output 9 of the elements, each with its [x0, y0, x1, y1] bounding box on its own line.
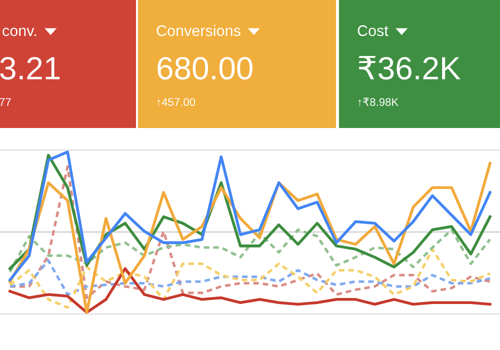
text: 680.00	[158, 56, 252, 80]
text: Cost	[358, 25, 388, 36]
text: 3.21	[0, 56, 60, 80]
text: ↑457.00	[157, 98, 196, 106]
text: ₹36.2K	[358, 56, 460, 80]
text: Conversions	[156, 24, 240, 36]
text: conv.	[2, 28, 36, 36]
text: ↑₹8.98K	[358, 98, 399, 106]
text: 77	[0, 98, 11, 106]
